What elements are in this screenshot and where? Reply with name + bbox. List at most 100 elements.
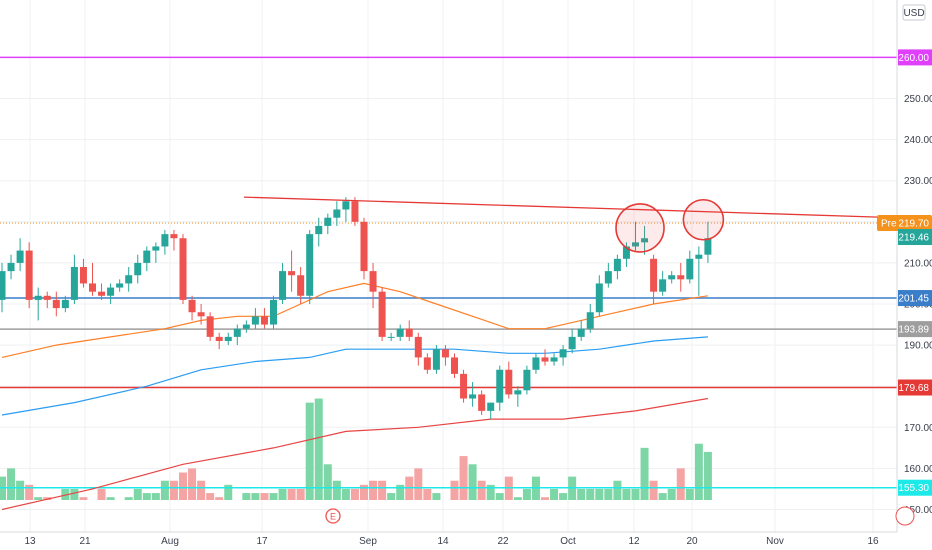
candle-body	[532, 357, 540, 370]
volume-bar	[287, 488, 296, 500]
time-tick-label: Sep	[359, 536, 377, 547]
volume-bar	[667, 488, 676, 500]
volume-bar	[631, 488, 640, 500]
volume-bar	[16, 480, 25, 500]
volume-bar	[197, 480, 206, 500]
candle-body	[613, 258, 621, 272]
level-tag-label: 260.00	[898, 53, 929, 64]
volume-bar	[323, 464, 332, 500]
drawings	[243, 196, 898, 253]
volume-bar	[360, 484, 368, 500]
volume-bar	[541, 497, 549, 500]
volume-bar	[658, 493, 667, 500]
candle-body	[559, 349, 567, 358]
candle-body	[89, 283, 96, 292]
volume-bar	[341, 488, 350, 500]
volume-bar	[124, 497, 133, 500]
currency-badge[interactable]: USD	[902, 4, 926, 21]
horizontal-levels	[0, 56, 897, 489]
time-tick-label: 21	[79, 536, 91, 547]
volume-bar	[305, 402, 314, 500]
volume-bar	[378, 480, 387, 500]
price-candles	[0, 197, 712, 420]
price-tick-label: 150.00	[904, 505, 932, 516]
candle-body	[414, 336, 422, 358]
candle-body	[179, 238, 187, 300]
candle-body	[34, 295, 42, 300]
candle-body	[116, 283, 124, 288]
candle-body	[288, 271, 296, 276]
volume-bar	[106, 497, 115, 500]
resistance-trendline[interactable]	[243, 196, 898, 219]
volume-bar	[604, 488, 613, 500]
volume-bar	[414, 468, 423, 500]
moving-average-line	[1, 282, 708, 358]
candle-body	[7, 262, 15, 272]
pre-market-tag	[877, 215, 932, 232]
time-tick-label: Nov	[766, 536, 784, 547]
volume-bar	[224, 484, 233, 500]
volume-bar	[577, 488, 586, 500]
highlight-circle[interactable]	[615, 203, 665, 253]
candle-body	[686, 258, 694, 280]
volume-bar	[332, 480, 341, 500]
candle-body	[70, 267, 78, 300]
earnings-marker-label: E	[330, 512, 336, 522]
candle-body	[677, 275, 685, 280]
volume-bar	[685, 488, 694, 500]
candle-body	[25, 250, 33, 300]
candle-body	[568, 336, 576, 350]
candle-body	[577, 328, 585, 337]
candle-body	[405, 328, 413, 337]
time-tick-label: Oct	[560, 536, 576, 547]
moving-average-line	[1, 336, 708, 416]
level-tag-label: 155.30	[898, 483, 929, 494]
candle-body	[387, 336, 395, 338]
volume-bar	[468, 464, 477, 500]
candle-body	[514, 390, 522, 395]
highlight-circle[interactable]	[682, 198, 725, 241]
volume-bar	[179, 472, 187, 500]
level-tag-label: 201.45	[898, 294, 929, 305]
corner-clock-icon[interactable]	[895, 506, 915, 526]
volume-bar	[369, 480, 378, 500]
price-tick-label: 210.00	[904, 258, 932, 269]
level-tag-label: 193.89	[898, 325, 929, 336]
time-tick-label: 14	[437, 536, 449, 547]
time-axis[interactable]: 13 21 Aug 17 Sep 14 22 Oct 12 20 Nov 16	[24, 536, 879, 547]
last-price-tag	[898, 229, 932, 246]
currency-label: USD	[903, 8, 924, 19]
candle-body	[206, 316, 214, 337]
volume-bar	[649, 480, 658, 500]
candle-body	[342, 201, 350, 210]
volume-bar	[314, 398, 323, 500]
candle-body	[152, 246, 160, 251]
volume-bar	[495, 493, 504, 500]
candle-body	[143, 250, 151, 263]
moving-average-line	[1, 397, 709, 511]
time-tick-label: 20	[686, 536, 698, 547]
time-tick-label: 17	[256, 536, 268, 547]
candle-body	[423, 357, 431, 370]
level-tag	[898, 290, 932, 307]
candle-body	[279, 271, 287, 300]
candle-body	[215, 336, 223, 341]
candle-body	[523, 369, 531, 391]
candle-body	[43, 295, 51, 300]
volume-bar	[269, 493, 278, 500]
earnings-marker[interactable]: E	[325, 508, 341, 524]
volume-bar	[486, 484, 495, 500]
volume-bar	[450, 480, 459, 500]
candle-body	[632, 242, 639, 247]
volume-bar	[278, 488, 287, 500]
candle-body	[460, 373, 468, 399]
candle-body	[188, 299, 196, 313]
candle-body	[52, 299, 60, 309]
candle-body	[107, 287, 115, 296]
volume-bar	[676, 468, 685, 500]
moving-averages	[1, 282, 709, 511]
volume-bar	[206, 493, 215, 500]
level-tag-label: 179.68	[898, 383, 929, 394]
candle-body	[270, 299, 277, 325]
